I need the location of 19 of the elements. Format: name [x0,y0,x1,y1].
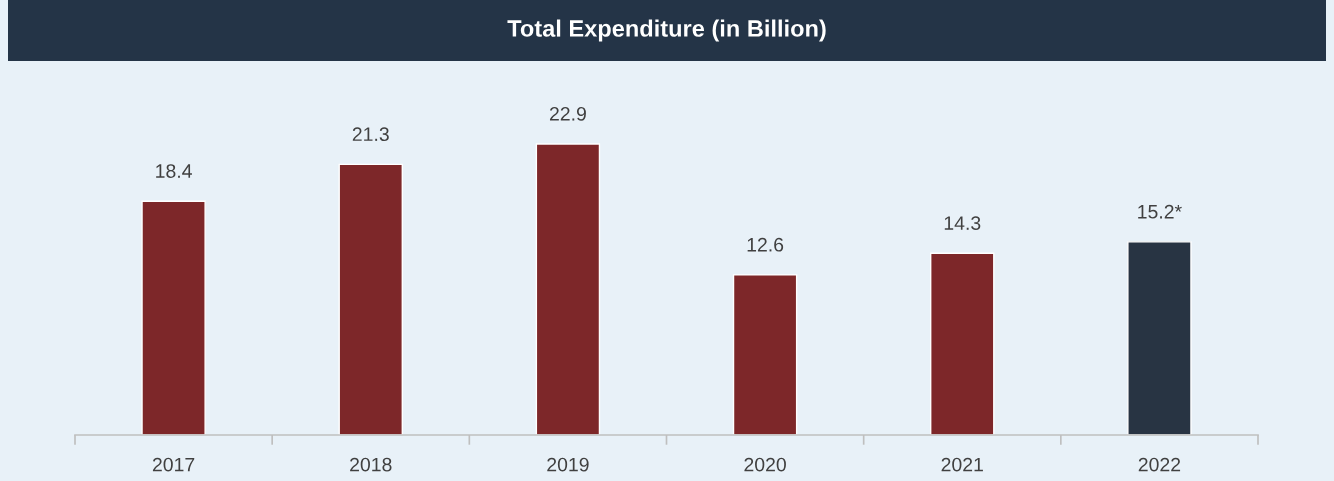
data-label: 15.2* [1138,204,1182,219]
bar [1127,241,1192,435]
chart-title: Total Expenditure (in Billion) [507,19,826,42]
bar [141,200,206,435]
x-tick-label: 2020 [744,457,786,472]
data-label: 14.3 [944,216,981,231]
data-label: 22.9 [549,106,586,121]
bar [338,163,403,435]
bar [535,143,601,435]
x-tick-label: 2018 [350,457,392,472]
data-label: 21.3 [352,127,389,142]
bar [930,252,995,435]
x-tick-label: 2017 [152,457,195,472]
data-label: 12.6 [747,237,784,252]
bar [732,274,798,435]
data-label: 18.4 [156,164,192,178]
x-tick-label: 2022 [1138,457,1181,472]
x-tick-label: 2019 [547,457,589,472]
x-tick-label: 2021 [941,457,983,472]
